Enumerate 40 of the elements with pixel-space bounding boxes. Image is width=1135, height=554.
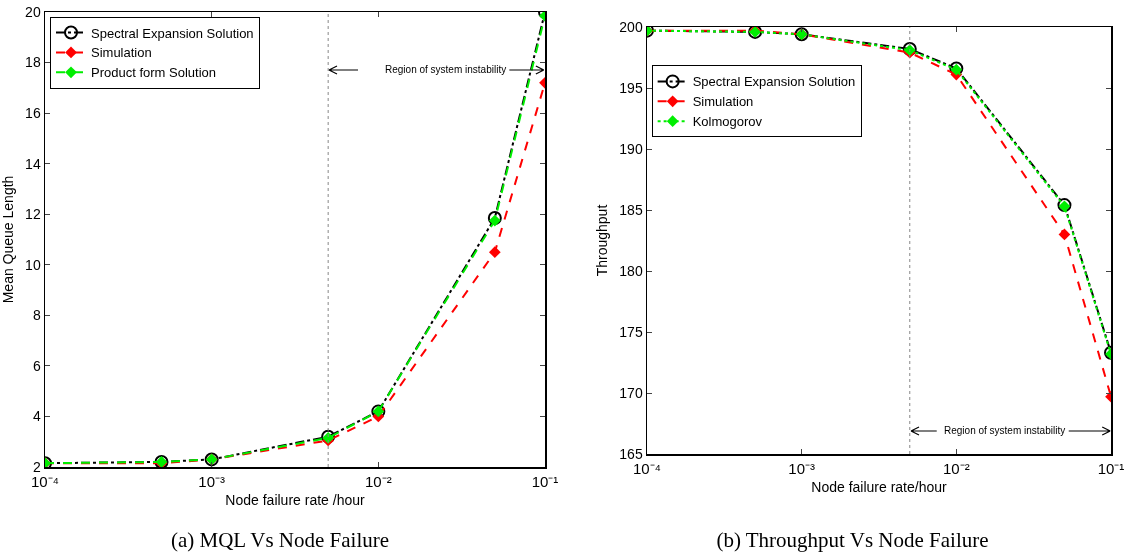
annotation: Region of system instability (385, 64, 507, 75)
y-tick-label: 170 (619, 384, 643, 401)
annotation: Region of system instability (944, 425, 1066, 436)
y-tick-label: 175 (619, 323, 643, 340)
x-axis-title: Node failure rate/hour (811, 478, 948, 495)
text: (b) Throughput Vs Node Failure (716, 528, 989, 553)
x-tick-label: 10⁻¹ (531, 472, 559, 490)
y-tick-label: 6 (32, 357, 41, 374)
y-tick-label: 195 (619, 79, 643, 96)
x-tick-label: 10⁻² (942, 459, 970, 477)
x-tick-label: 10⁻¹ (1097, 459, 1125, 477)
y-tick-label: 16 (25, 105, 41, 122)
y-tick-label: 8 (32, 307, 41, 324)
y-axis-title: Mean Queue Length (0, 175, 16, 304)
x-tick-label: 10⁻³ (198, 472, 226, 490)
legend-label: Kolmogorov (692, 114, 763, 130)
y-tick-label: 165 (619, 445, 643, 462)
y-axis-title: Throughput (594, 204, 611, 277)
y-tick-label: 180 (619, 262, 643, 279)
y-tick-label: 12 (25, 206, 41, 223)
x-axis-title: Node failure rate /hour (225, 491, 365, 508)
y-tick-label: 200 (619, 18, 643, 35)
x-tick-label: 10⁻³ (788, 459, 816, 477)
y-tick-label: 2 (32, 458, 41, 475)
legend-label: Simulation (692, 94, 754, 110)
y-tick-label: 14 (25, 155, 41, 172)
x-tick-label: 10⁻⁴ (632, 459, 662, 477)
y-tick-label: 10 (25, 256, 41, 273)
text: (a) MQL Vs Node Failure (170, 528, 390, 553)
y-tick-label: 185 (619, 201, 643, 218)
legend-label: Simulation (91, 45, 152, 61)
y-tick-label: 20 (25, 3, 41, 20)
x-tick-label: 10⁻² (364, 472, 392, 490)
legend-label: Spectral Expansion Solution (91, 25, 254, 41)
legend-label: Product form Solution (91, 65, 217, 81)
y-tick-label: 18 (25, 54, 41, 71)
y-tick-label: 190 (619, 140, 643, 157)
y-tick-label: 4 (32, 408, 41, 425)
x-tick-label: 10⁻⁴ (30, 472, 60, 490)
legend-label: Spectral Expansion Solution (692, 74, 856, 90)
